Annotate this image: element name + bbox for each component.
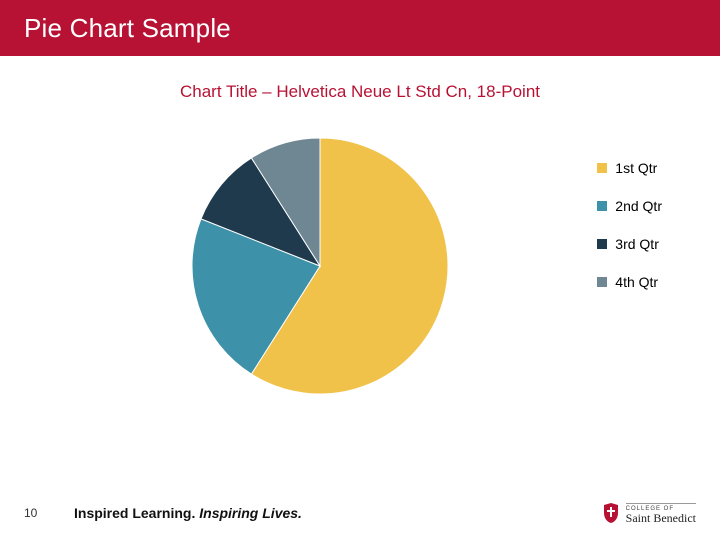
legend-label: 2nd Qtr xyxy=(615,198,662,214)
legend-item: 3rd Qtr xyxy=(597,236,662,252)
footer: 10 Inspired Learning. Inspiring Lives. C… xyxy=(0,502,720,524)
title-bar: Pie Chart Sample xyxy=(0,0,720,56)
tagline-italic: Inspiring Lives. xyxy=(199,505,302,521)
pie-canvas xyxy=(172,118,468,419)
legend-swatch xyxy=(597,277,607,287)
pie-chart: 1st Qtr 2nd Qtr 3rd Qtr 4th Qtr xyxy=(0,112,720,442)
brand-logo: COLLEGE OF Saint Benedict xyxy=(602,502,696,524)
brand-bottom: Saint Benedict xyxy=(626,512,696,524)
page-number: 10 xyxy=(24,506,74,520)
shield-icon xyxy=(602,502,620,524)
legend-item: 2nd Qtr xyxy=(597,198,662,214)
chart-legend: 1st Qtr 2nd Qtr 3rd Qtr 4th Qtr xyxy=(597,160,662,312)
tagline-bold: Inspired Learning. xyxy=(74,505,195,521)
legend-swatch xyxy=(597,201,607,211)
legend-item: 4th Qtr xyxy=(597,274,662,290)
legend-swatch xyxy=(597,163,607,173)
page-title: Pie Chart Sample xyxy=(24,13,231,44)
brand-text: COLLEGE OF Saint Benedict xyxy=(626,503,696,524)
legend-label: 4th Qtr xyxy=(615,274,658,290)
legend-label: 3rd Qtr xyxy=(615,236,659,252)
legend-item: 1st Qtr xyxy=(597,160,662,176)
tagline: Inspired Learning. Inspiring Lives. xyxy=(74,505,302,521)
legend-label: 1st Qtr xyxy=(615,160,657,176)
chart-title: Chart Title – Helvetica Neue Lt Std Cn, … xyxy=(0,82,720,102)
legend-swatch xyxy=(597,239,607,249)
